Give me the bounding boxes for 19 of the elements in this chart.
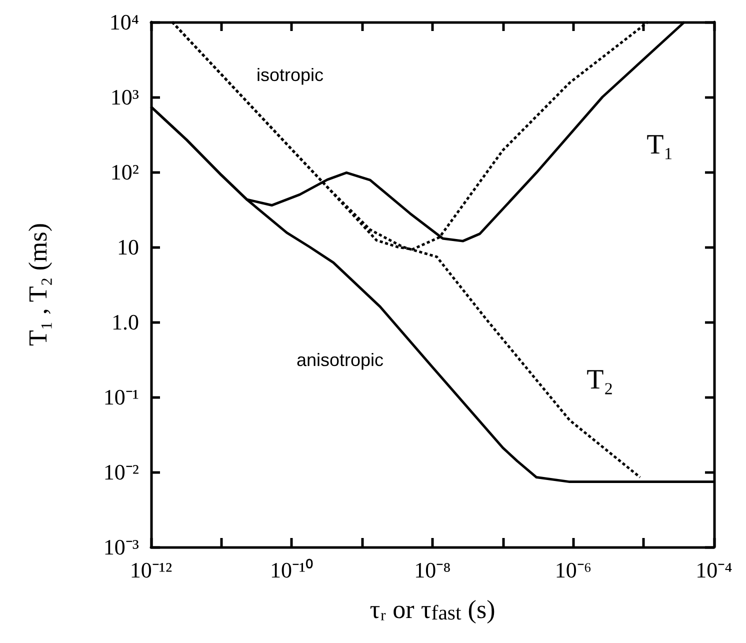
x-tick-label: 10⁻⁴ [696,558,733,582]
y-tick-label: 10⁻² [103,460,140,484]
y-tick-label: 10⁻³ [103,534,140,560]
y-tick-label: 10⁴ [109,10,140,34]
y-tick-label: 10 [117,234,139,260]
annotation: anisotropic [296,350,384,370]
y-axis-title: T₁ , T₂ (ms) [24,222,52,346]
y-tick-label: 10² [110,160,140,184]
annotation: T₁ [646,130,674,160]
y-tick-label: 10⁻¹ [103,384,139,410]
annotation: isotropic [256,65,324,85]
x-tick-label: 10⁻¹⁰ [270,558,314,582]
y-tick-label: 10³ [110,84,140,110]
x-tick-label: 10⁻¹² [130,558,172,582]
annotation: T₂ [586,364,614,396]
x-axis-title: τᵣ or τfast (s) [370,594,496,625]
x-tick-label: 10⁻⁸ [414,558,451,582]
x-tick-label: 10⁻⁶ [554,558,592,582]
y-tick-label: 1.0 [112,310,139,334]
